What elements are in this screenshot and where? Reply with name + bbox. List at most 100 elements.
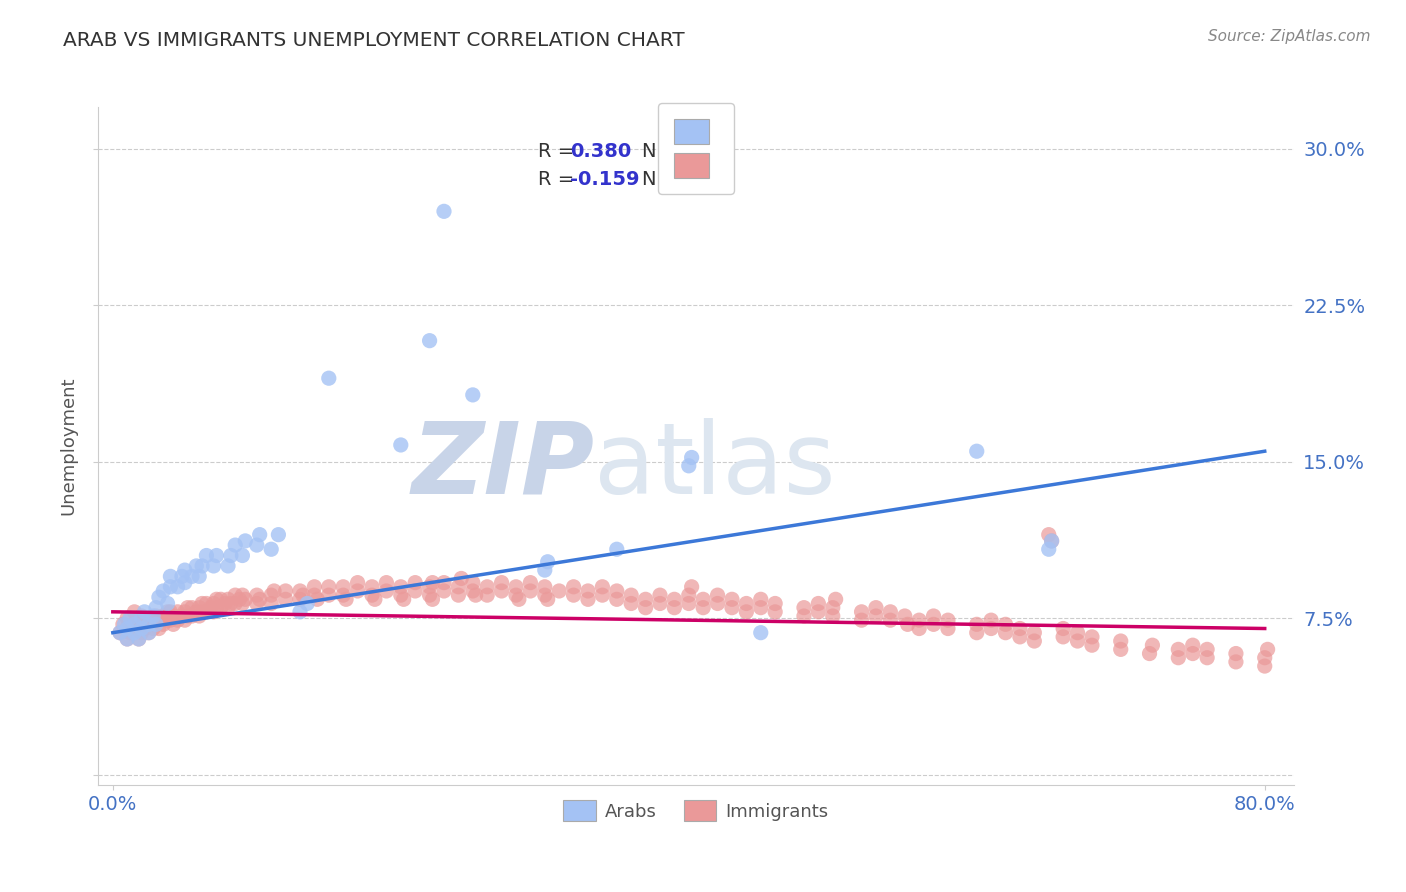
Point [678, 597, 700, 611]
Point [664, 592, 686, 607]
Point [1052, 622, 1074, 636]
Point [1181, 638, 1204, 652]
Text: Source: ZipAtlas.com: Source: ZipAtlas.com [1208, 29, 1371, 44]
Point [115, 622, 138, 636]
Point [678, 458, 700, 473]
Point [576, 584, 599, 599]
Text: ARAB VS IMMIGRANTS UNEMPLOYMENT CORRELATION CHART: ARAB VS IMMIGRANTS UNEMPLOYMENT CORRELAT… [63, 31, 685, 50]
Point [295, 597, 318, 611]
Point [307, 592, 329, 607]
Point [134, 622, 156, 636]
Point [706, 597, 728, 611]
Point [966, 625, 988, 640]
Point [224, 597, 246, 611]
Text: 148: 148 [685, 170, 725, 189]
Text: 0.380: 0.380 [571, 142, 631, 161]
Point [159, 569, 181, 583]
Point [893, 609, 915, 624]
Point [288, 592, 311, 607]
Point [159, 605, 181, 619]
Point [562, 588, 585, 602]
Point [224, 588, 246, 602]
Point [166, 605, 188, 619]
Point [249, 527, 271, 541]
Point [291, 588, 314, 602]
Point [346, 575, 368, 590]
Point [851, 605, 873, 619]
Point [219, 597, 242, 611]
Point [735, 597, 758, 611]
Point [664, 600, 686, 615]
Point [138, 617, 160, 632]
Point [202, 558, 225, 573]
Point [1254, 659, 1277, 673]
Point [145, 609, 167, 624]
Point [202, 605, 225, 619]
Point [824, 592, 846, 607]
Point [936, 613, 959, 627]
Point [821, 600, 844, 615]
Point [491, 584, 513, 599]
Point [477, 588, 499, 602]
Point [138, 617, 160, 632]
Point [537, 555, 560, 569]
Point [128, 632, 150, 646]
Point [1081, 630, 1104, 644]
Point [191, 605, 214, 619]
Point [865, 600, 887, 615]
Point [1197, 650, 1219, 665]
Point [922, 609, 945, 624]
Point [145, 617, 167, 632]
Point [152, 617, 174, 632]
Point [433, 584, 456, 599]
Point [922, 617, 945, 632]
Point [148, 622, 170, 636]
Point [364, 592, 387, 607]
Point [332, 588, 354, 602]
Text: 54: 54 [685, 142, 711, 161]
Point [908, 622, 931, 636]
Point [181, 569, 204, 583]
Point [191, 597, 214, 611]
Point [1008, 630, 1031, 644]
Point [1066, 625, 1088, 640]
Point [1225, 655, 1247, 669]
Legend: Arabs, Immigrants: Arabs, Immigrants [554, 791, 838, 830]
Point [562, 580, 585, 594]
Point [318, 580, 340, 594]
Point [533, 588, 555, 602]
Point [112, 617, 135, 632]
Point [505, 580, 527, 594]
Point [231, 588, 253, 602]
Point [879, 605, 901, 619]
Point [763, 597, 786, 611]
Point [246, 597, 269, 611]
Point [214, 597, 236, 611]
Point [1197, 642, 1219, 657]
Point [267, 527, 290, 541]
Point [721, 600, 744, 615]
Point [1139, 647, 1161, 661]
Point [170, 609, 193, 624]
Point [375, 575, 398, 590]
Point [1109, 634, 1132, 648]
Point [156, 597, 179, 611]
Point [491, 575, 513, 590]
Point [115, 632, 138, 646]
Point [134, 605, 156, 619]
Point [159, 580, 181, 594]
Point [115, 611, 138, 625]
Point [159, 613, 181, 627]
Point [162, 609, 184, 624]
Point [124, 617, 146, 632]
Point [807, 597, 830, 611]
Point [166, 613, 188, 627]
Point [865, 609, 887, 624]
Point [1257, 642, 1279, 657]
Point [505, 588, 527, 602]
Point [389, 438, 412, 452]
Text: N =: N = [643, 170, 679, 189]
Point [1038, 527, 1060, 541]
Text: ZIP: ZIP [412, 417, 595, 515]
Point [591, 580, 613, 594]
